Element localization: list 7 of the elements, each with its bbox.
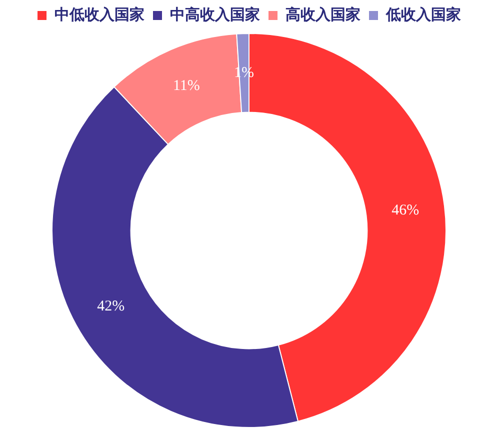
legend-label: 低收入国家 [385, 5, 461, 24]
legend-label: 中高收入国家 [170, 5, 260, 24]
legend-label: 中低收入国家 [54, 5, 144, 24]
data-label: 46% [392, 202, 420, 219]
legend-label: 高收入国家 [286, 5, 360, 24]
data-label: 11% [172, 78, 200, 94]
data-label: 42% [97, 298, 125, 314]
